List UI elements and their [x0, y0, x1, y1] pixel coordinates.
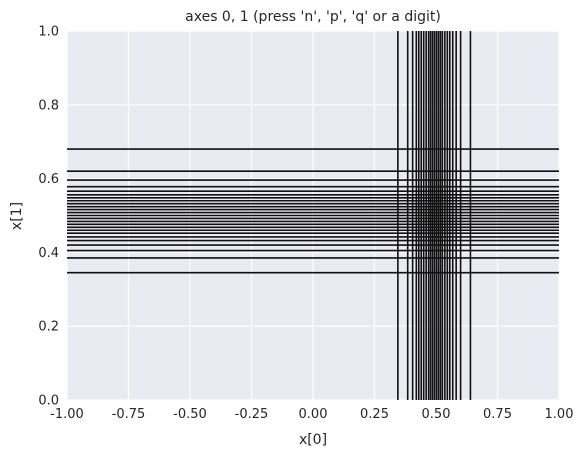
chart-title: axes 0, 1 (press 'n', 'p', 'q' or a digi… — [185, 9, 441, 25]
x-tick-label: 1.00 — [545, 407, 574, 422]
y-tick-label: 0.6 — [38, 172, 59, 187]
x-axis-ticks: -1.00 -0.75 -0.50 -0.25 0.00 0.25 0.50 0.75 1.00 — [50, 407, 573, 422]
y-tick-label: 1.0 — [38, 25, 59, 40]
x-tick-label: 0.50 — [422, 407, 451, 422]
x-tick-label: -1.00 — [50, 407, 84, 422]
x-tick-label: 0.75 — [483, 407, 512, 422]
x-tick-label: -0.50 — [173, 407, 207, 422]
y-axis-label: x[1] — [9, 202, 25, 230]
x-tick-label: -0.25 — [235, 407, 269, 422]
grid-lines — [66, 30, 560, 401]
x-axis-label: x[0] — [299, 432, 327, 448]
y-tick-label: 0.2 — [38, 320, 59, 335]
x-tick-label: 0.25 — [360, 407, 389, 422]
y-axis-ticks: 0.0 0.2 0.4 0.6 0.8 1.0 — [38, 25, 59, 409]
x-tick-label: -0.75 — [112, 407, 146, 422]
data-lines — [67, 31, 559, 400]
x-tick-label: 0.00 — [299, 407, 328, 422]
y-tick-label: 0.0 — [38, 394, 59, 409]
y-tick-label: 0.4 — [38, 246, 59, 261]
y-tick-label: 0.8 — [38, 98, 59, 113]
